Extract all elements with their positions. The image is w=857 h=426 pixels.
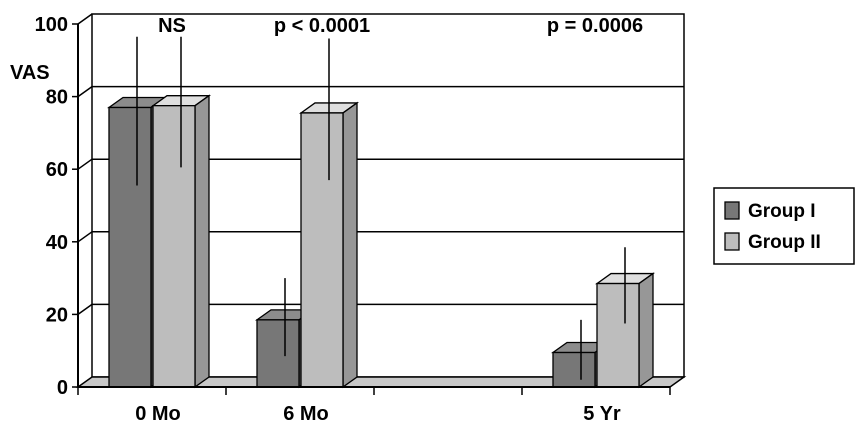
bar-front — [300, 112, 344, 388]
bar-front — [108, 106, 152, 388]
significance-annotation: p < 0.0001 — [274, 15, 370, 37]
legend-label: Group I — [748, 201, 816, 222]
gridline-side — [77, 158, 93, 170]
axes — [72, 13, 671, 395]
x-category-label: 0 Mo — [135, 403, 181, 425]
x-category-labels: 0 Mo 6 Mo 5 Yr — [135, 403, 621, 425]
bars — [106, 94, 656, 389]
y-tick-label: 40 — [46, 232, 68, 254]
error-bars — [136, 36, 626, 380]
x-category-label: 5 Yr — [583, 403, 621, 425]
y-tick-label: 80 — [46, 87, 68, 109]
legend-swatch — [724, 232, 740, 251]
bar-front — [552, 351, 596, 388]
bar-side — [342, 101, 358, 389]
y-tick-label: 60 — [46, 159, 68, 181]
annotations: NS p < 0.0001 p = 0.0006 — [158, 15, 643, 37]
y-tick-labels: 0 20 40 60 80 100 — [35, 14, 68, 399]
bar-side — [194, 94, 210, 389]
bar-group-ii-0 — [150, 94, 212, 389]
legend: Group I Group II — [713, 187, 855, 265]
bar-group-ii-1 — [298, 101, 360, 389]
y-axis-top-edge — [77, 13, 93, 25]
y-axis-label: VAS — [10, 62, 50, 84]
significance-annotation: p = 0.0006 — [547, 15, 643, 37]
legend-box — [713, 187, 855, 265]
y-tick-label: 0 — [57, 377, 68, 399]
bar-front — [596, 282, 640, 388]
y-tick-label: 100 — [35, 14, 68, 36]
gridline-side — [77, 231, 93, 243]
bar-group-ii-2 — [594, 272, 656, 389]
legend-swatch — [724, 201, 740, 220]
gridline-side — [77, 85, 93, 98]
significance-annotation: NS — [158, 15, 186, 37]
legend-label: Group II — [748, 232, 821, 253]
y-tick-label: 20 — [46, 304, 68, 326]
x-category-label: 6 Mo — [283, 403, 329, 425]
bar-side — [638, 272, 654, 389]
bar-front — [256, 319, 300, 388]
gridline-side — [77, 303, 93, 316]
bar-front — [152, 105, 196, 388]
